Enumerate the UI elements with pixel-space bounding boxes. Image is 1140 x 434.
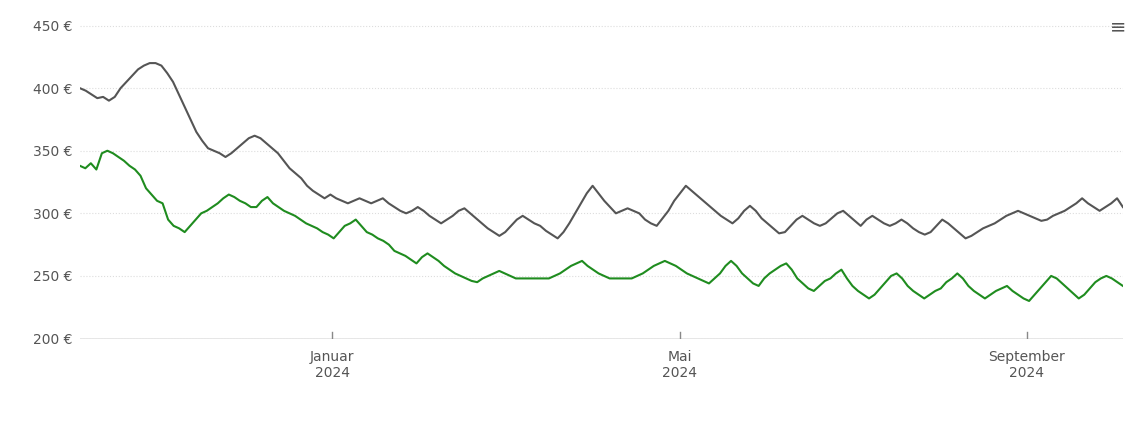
Legend: lose Ware, Sackware: lose Ware, Sackware: [477, 430, 726, 434]
Text: ≡: ≡: [1110, 17, 1126, 36]
